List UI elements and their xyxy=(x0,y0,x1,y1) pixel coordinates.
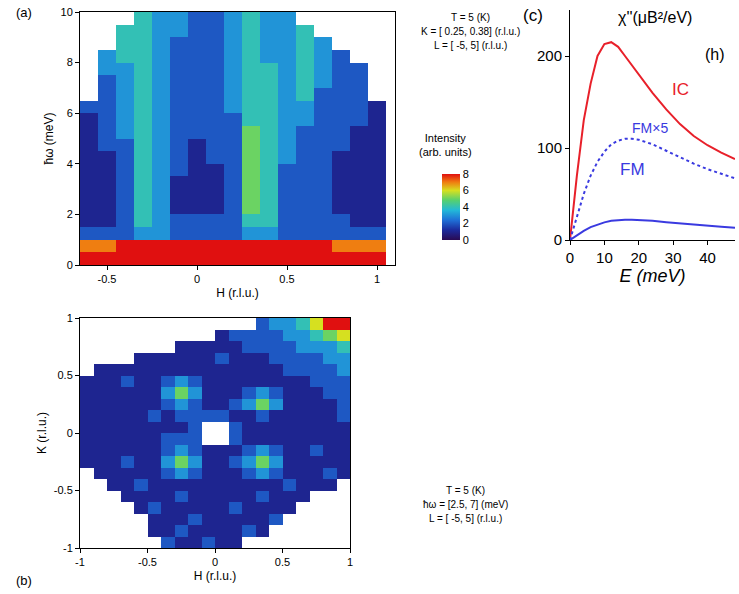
svg-text:0: 0 xyxy=(194,273,200,285)
svg-text:ħω = [2.5, 7] (meV): ħω = [2.5, 7] (meV) xyxy=(423,499,508,510)
svg-text:L = [ -5, 5] (r.l.u.): L = [ -5, 5] (r.l.u.) xyxy=(429,513,502,524)
svg-text:1: 1 xyxy=(374,273,380,285)
svg-text:-0.5: -0.5 xyxy=(98,273,117,285)
svg-text:-0.5: -0.5 xyxy=(54,484,73,496)
svg-text:T = 5 (K): T = 5 (K) xyxy=(451,12,490,23)
svg-text:FM×5: FM×5 xyxy=(632,120,668,136)
svg-text:0: 0 xyxy=(212,556,218,568)
svg-text:2: 2 xyxy=(67,208,73,220)
svg-text:-0.5: -0.5 xyxy=(138,556,157,568)
svg-text:1: 1 xyxy=(67,312,73,324)
svg-text:10: 10 xyxy=(596,249,613,266)
svg-text:ħω (meV): ħω (meV) xyxy=(42,112,56,164)
svg-text:0: 0 xyxy=(67,259,73,271)
svg-text:T = 5 (K): T = 5 (K) xyxy=(446,485,485,496)
svg-text:0: 0 xyxy=(463,234,469,246)
svg-text:20: 20 xyxy=(630,249,647,266)
svg-text:4: 4 xyxy=(463,201,469,213)
svg-text:FM: FM xyxy=(620,160,645,179)
svg-text:K = [ 0.25, 0.38] (r.l.u.): K = [ 0.25, 0.38] (r.l.u.) xyxy=(421,26,520,37)
svg-text:(b): (b) xyxy=(16,573,32,588)
svg-text:χ''(μB²/eV): χ''(μB²/eV) xyxy=(618,9,692,26)
svg-text:-1: -1 xyxy=(63,542,73,554)
svg-text:(c): (c) xyxy=(523,6,543,25)
svg-text:H (r.l.u.): H (r.l.u.) xyxy=(216,286,259,300)
svg-text:0.5: 0.5 xyxy=(58,369,73,381)
svg-text:(h): (h) xyxy=(705,46,725,63)
svg-text:0: 0 xyxy=(67,427,73,439)
svg-text:K (r.l.u.): K (r.l.u.) xyxy=(35,412,49,454)
svg-text:(a): (a) xyxy=(16,5,32,20)
svg-text:0.5: 0.5 xyxy=(279,273,294,285)
svg-text:6: 6 xyxy=(67,107,73,119)
svg-text:40: 40 xyxy=(699,249,716,266)
svg-text:Intensity(arb. units): Intensity(arb. units) xyxy=(419,132,472,158)
svg-text:100: 100 xyxy=(537,139,562,156)
svg-text:10: 10 xyxy=(61,6,73,18)
svg-text:1: 1 xyxy=(347,556,353,568)
svg-text:2: 2 xyxy=(463,217,469,229)
svg-text:H (r.l.u.): H (r.l.u.) xyxy=(194,569,237,583)
svg-text:0: 0 xyxy=(566,249,574,266)
svg-text:200: 200 xyxy=(537,47,562,64)
svg-text:6: 6 xyxy=(463,184,469,196)
svg-text:E (meV): E (meV) xyxy=(619,266,685,286)
svg-text:0.5: 0.5 xyxy=(275,556,290,568)
svg-text:L = [ -5, 5] (r.l.u.): L = [ -5, 5] (r.l.u.) xyxy=(434,40,507,51)
svg-text:0: 0 xyxy=(554,231,562,248)
svg-text:-1: -1 xyxy=(75,556,85,568)
svg-text:8: 8 xyxy=(67,56,73,68)
svg-text:8: 8 xyxy=(463,168,469,180)
svg-text:4: 4 xyxy=(67,158,73,170)
svg-text:30: 30 xyxy=(665,249,682,266)
svg-text:IC: IC xyxy=(672,80,689,99)
